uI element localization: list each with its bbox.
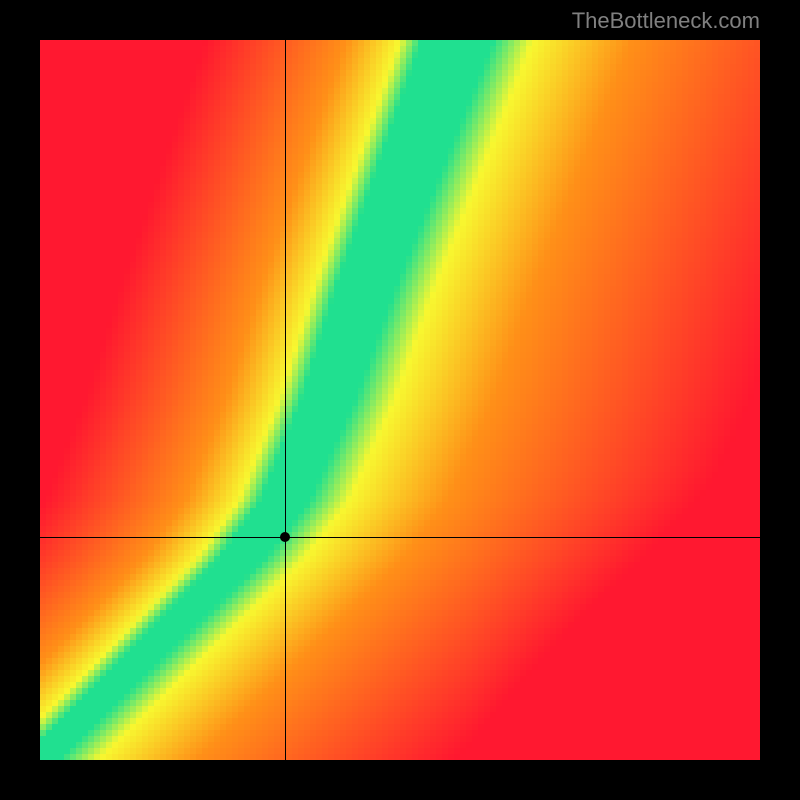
crosshair-vertical	[285, 40, 286, 760]
plot-area	[40, 40, 760, 760]
crosshair-marker	[280, 532, 290, 542]
crosshair-horizontal	[40, 537, 760, 538]
watermark: TheBottleneck.com	[572, 8, 760, 34]
heatmap-canvas	[40, 40, 760, 760]
